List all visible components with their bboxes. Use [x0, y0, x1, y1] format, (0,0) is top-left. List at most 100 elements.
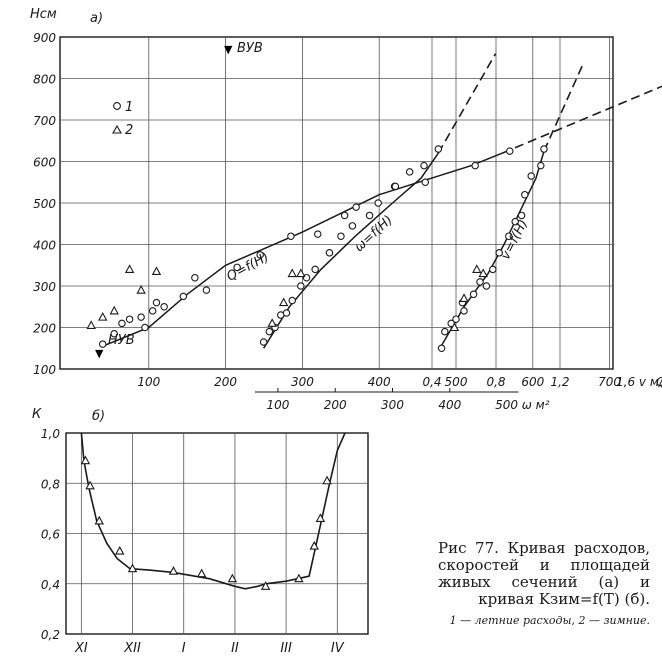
- w-axis-tick: 100: [266, 398, 289, 412]
- q-axis-tick: 500: [445, 375, 468, 389]
- k-curve-marker: [115, 545, 125, 555]
- winter-point: [109, 305, 119, 315]
- q-axis-tick: 100: [137, 375, 160, 389]
- winter-point: [459, 293, 469, 303]
- summer-point: [348, 222, 357, 230]
- panel-a-ytick: 200: [33, 322, 56, 336]
- k-curve-marker: [315, 513, 326, 522]
- summer-point: [495, 249, 503, 257]
- k-curve-marker: [127, 563, 138, 573]
- summer-point: [118, 319, 126, 328]
- series-fit-line: [439, 150, 545, 349]
- series-extrapolation-line: [437, 53, 497, 154]
- summer-point: [314, 230, 322, 238]
- k-curve-marker: [294, 573, 304, 583]
- summer-point: [469, 290, 478, 299]
- v-axis-tick: 0,8: [486, 375, 505, 389]
- summer-point: [506, 147, 514, 155]
- k-curve-marker: [227, 573, 238, 583]
- summer-point: [365, 211, 374, 220]
- panel-a-ytick: 800: [33, 73, 56, 87]
- legend-item-2: 2: [125, 123, 133, 138]
- summer-point: [141, 323, 149, 332]
- summer-point: [259, 338, 268, 346]
- summer-point: [517, 211, 526, 220]
- panel-b-ytick: 0,2: [41, 628, 60, 642]
- summer-point: [482, 282, 491, 290]
- k-curve-marker: [309, 540, 319, 550]
- panel-a-label: а): [90, 11, 103, 26]
- summer-point: [337, 232, 345, 240]
- winter-point: [151, 266, 162, 276]
- winter-point: [449, 322, 460, 332]
- summer-point: [452, 315, 460, 323]
- panel-b-ytick: 0,4: [41, 578, 60, 592]
- q-axis-tick: 600: [521, 375, 544, 389]
- summer-point: [325, 249, 334, 257]
- summer-point: [540, 145, 548, 153]
- summer-point: [148, 307, 157, 315]
- panel-a-ytick: 900: [33, 31, 56, 45]
- panel-b-xtick: II: [231, 641, 239, 656]
- series-fit-line: [102, 152, 503, 347]
- k-curve-marker: [260, 581, 271, 590]
- summer-point: [160, 302, 168, 311]
- summer-point: [505, 232, 513, 240]
- winter-point: [472, 264, 482, 273]
- q-axis-label: Qм³/с: [656, 375, 662, 389]
- summer-point: [434, 145, 443, 153]
- summer-point: [110, 329, 118, 338]
- legend-item-1: 1: [125, 100, 133, 115]
- legend-triangle-marker: [112, 124, 122, 134]
- winter-point: [296, 268, 306, 278]
- panel-b-label: б): [92, 409, 105, 424]
- k-curve-line: [80, 432, 346, 590]
- winter-point: [478, 268, 488, 278]
- series-extrapolation-line: [543, 61, 585, 152]
- panel-a-ytick: 700: [33, 114, 56, 128]
- summer-point: [374, 199, 382, 207]
- panel-b-ytick: 0,6: [41, 528, 60, 542]
- winter-point: [97, 311, 108, 321]
- q-axis-tick: 400: [368, 375, 391, 389]
- winter-point: [86, 320, 96, 329]
- summer-point: [202, 286, 211, 294]
- panel-b: 0,20,40,60,81,0 XI XII I II III IV К б): [32, 407, 369, 656]
- q-axis-tick: 700: [598, 375, 621, 389]
- summer-point: [179, 292, 188, 301]
- summer-point: [489, 265, 497, 274]
- k-curve-marker: [85, 480, 95, 490]
- summer-point: [420, 161, 428, 170]
- winter-point: [124, 264, 135, 273]
- summer-point: [98, 340, 107, 348]
- summer-point: [282, 309, 291, 317]
- summer-point: [233, 263, 241, 272]
- legend-circle-marker: [113, 102, 121, 110]
- summer-point: [437, 344, 446, 352]
- vuv-marker: ▼: [224, 43, 233, 56]
- k-curve-marker: [94, 515, 104, 525]
- summer-point: [537, 161, 545, 170]
- summer-point: [125, 315, 134, 323]
- panel-b-xtick: III: [280, 641, 292, 656]
- w-axis-tick: 200: [324, 398, 347, 412]
- series-fit-line: [262, 152, 439, 349]
- summer-point: [421, 178, 430, 187]
- panel-b-xtick: I: [182, 641, 186, 656]
- k-curve-marker: [168, 566, 179, 575]
- winter-point: [278, 297, 289, 307]
- panel-b-xtick: IV: [331, 641, 345, 656]
- panel-a-ytick: 400: [33, 239, 56, 253]
- summer-point: [511, 217, 519, 226]
- nuv-marker: ▼: [95, 347, 104, 360]
- panel-a-ytick: 300: [33, 280, 56, 294]
- winter-point: [287, 268, 297, 278]
- winter-point: [136, 284, 146, 294]
- figure-caption: Рис 77. Кривая расходов, скоростей и пло…: [438, 539, 650, 608]
- summer-point: [265, 327, 274, 336]
- summer-point: [256, 251, 264, 259]
- summer-point: [352, 203, 360, 211]
- summer-point: [297, 282, 305, 290]
- summer-point: [287, 232, 295, 240]
